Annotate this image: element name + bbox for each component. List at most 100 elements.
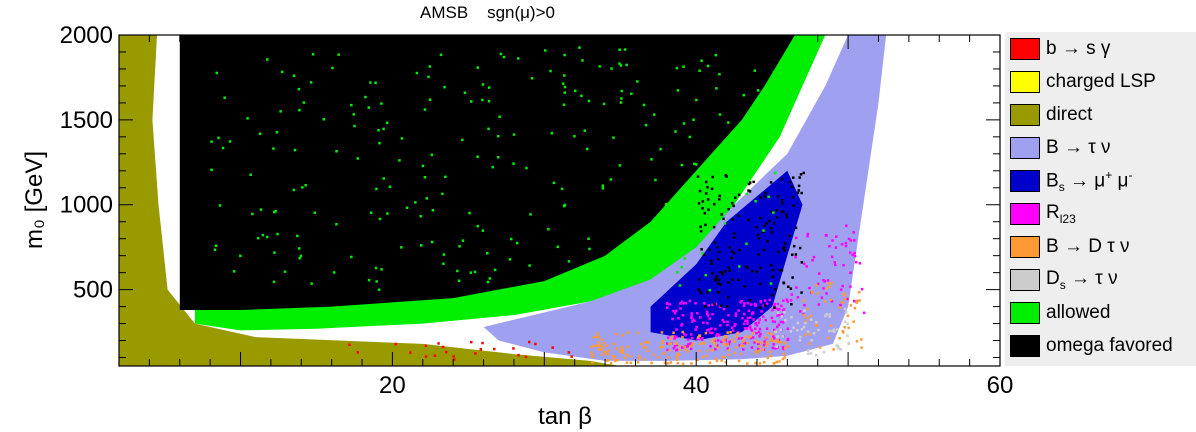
point-rl23 [737,337,740,340]
point-allowed [299,254,303,258]
point-omega-favored [698,189,702,193]
point-rl23 [842,264,845,267]
point-omega-favored [782,247,785,250]
point-rl23 [851,253,854,257]
point-rl23 [711,313,714,316]
point-allowed [497,156,500,159]
point-allowed [644,123,648,127]
point-rl23 [734,323,737,326]
point-omega-favored [706,290,709,294]
point-b-d-tau-nu [672,331,675,334]
point-allowed [512,133,516,136]
point-rl23 [846,297,849,301]
point-rl23 [834,263,837,267]
point-b-d-tau-nu [590,351,593,354]
point-b-d-tau-nu [712,341,716,344]
point-rl23 [785,298,789,301]
point-omega-favored [761,230,765,234]
point-rl23 [778,314,781,317]
point-omega-favored [713,202,716,206]
point-b-d-tau-nu [806,307,810,311]
point-allowed [476,224,479,228]
legend-swatch [1010,137,1040,159]
point-rl23 [833,261,836,264]
point-ds-tau-nu [815,320,818,324]
point-allowed [423,108,427,111]
point-allowed [698,69,701,72]
point-b-d-tau-nu [607,349,610,352]
point-allowed [217,136,220,140]
point-b-s-gamma [512,347,515,350]
point-b-d-tau-nu [846,314,850,317]
point-b-s-gamma [493,347,496,351]
point-omega-favored [732,251,736,255]
point-rl23 [748,325,752,328]
point-omega-favored [711,272,714,275]
point-rl23 [849,271,852,274]
point-b-d-tau-nu [714,344,717,347]
point-allowed [398,159,401,162]
point-rl23 [771,308,774,312]
point-omega-favored [796,191,800,195]
point-allowed [279,110,282,113]
point-omega-favored [769,263,773,267]
point-b-d-tau-nu [729,331,732,334]
x-tick-label: 40 [683,372,710,399]
point-omega-favored [711,175,714,179]
point-b-d-tau-nu [662,352,665,355]
point-rl23 [706,312,709,316]
point-omega-favored [730,250,734,253]
point-b-d-tau-nu [816,292,820,295]
point-b-d-tau-nu [646,349,650,352]
point-rl23 [676,348,679,351]
point-ds-tau-nu [815,354,818,357]
point-omega-favored [792,176,795,179]
point-ds-tau-nu [828,313,831,316]
point-omega-favored [734,196,737,199]
point-allowed [367,278,371,282]
point-b-d-tau-nu [808,333,811,336]
point-allowed [517,57,520,60]
point-allowed [680,265,683,269]
point-allowed [427,75,430,79]
point-rl23 [839,303,842,307]
point-ds-tau-nu [779,328,783,332]
point-allowed [581,59,584,62]
point-rl23 [774,347,777,350]
point-rl23 [830,300,834,303]
point-b-d-tau-nu [660,331,664,334]
point-b-d-tau-nu [702,342,706,345]
point-omega-favored [724,270,727,273]
point-b-d-tau-nu [802,299,806,302]
point-b-d-tau-nu [843,294,846,297]
point-rl23 [752,318,755,321]
point-b-d-tau-nu [772,361,776,365]
point-allowed [486,280,490,284]
point-allowed [214,244,218,247]
point-allowed [444,175,447,179]
point-allowed [745,242,748,245]
point-rl23 [858,262,862,265]
point-allowed [251,212,254,216]
point-allowed [560,187,564,191]
point-b-d-tau-nu [857,291,861,294]
legend-label: Bs → μ+ μ- [1046,167,1133,195]
point-b-d-tau-nu [844,298,847,301]
point-omega-favored [787,285,790,288]
point-b-d-tau-nu [681,335,684,339]
point-allowed [292,188,296,192]
point-rl23 [755,324,759,327]
point-allowed [377,129,380,132]
point-allowed [375,280,378,283]
point-omega-favored [788,234,791,237]
point-allowed [706,205,710,208]
point-allowed [400,246,403,249]
point-rl23 [672,346,675,350]
point-allowed [441,192,444,196]
point-rl23 [828,245,831,248]
point-allowed [481,98,484,102]
point-b-d-tau-nu [600,348,603,351]
point-rl23 [765,327,769,330]
point-allowed [620,97,623,100]
point-omega-favored [737,278,740,282]
